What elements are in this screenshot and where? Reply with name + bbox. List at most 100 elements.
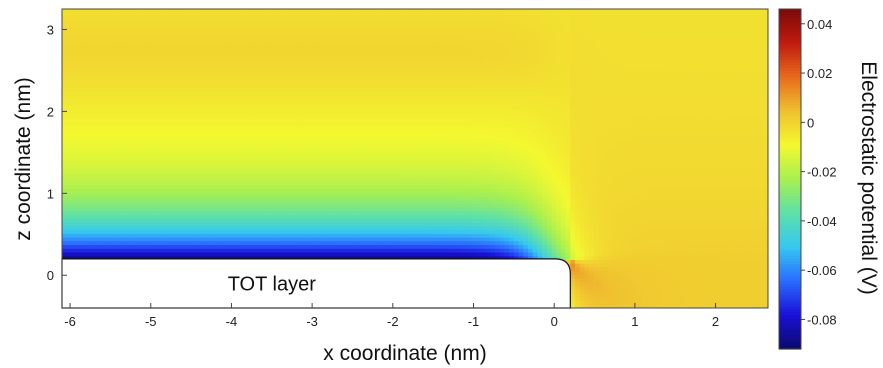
heatmap-cell <box>716 293 722 298</box>
heatmap-cell <box>198 233 204 238</box>
heatmap-cell <box>254 184 261 189</box>
heatmap-cell <box>697 222 703 227</box>
heatmap-cell <box>659 207 666 212</box>
heatmap-cell <box>302 184 308 189</box>
heatmap-cell <box>532 229 538 234</box>
heatmap-cell <box>212 210 218 216</box>
heatmap-cell <box>127 255 134 261</box>
heatmap-cell <box>542 251 548 257</box>
heatmap-cell <box>650 266 656 272</box>
heatmap-cell <box>504 251 510 257</box>
heatmap-cell <box>372 236 378 242</box>
heatmap-cell <box>264 214 270 219</box>
heatmap-cell <box>692 266 698 272</box>
heatmap-cell <box>278 195 284 201</box>
heatmap-cell <box>94 248 101 253</box>
heatmap-cell <box>716 199 722 204</box>
heatmap-cell <box>207 207 214 212</box>
heatmap-cell <box>302 203 308 208</box>
heatmap-cell <box>739 289 746 294</box>
heatmap-cell <box>76 207 82 212</box>
heatmap-cell <box>607 293 614 298</box>
heatmap-cell <box>109 188 115 193</box>
heatmap-cell <box>245 207 251 212</box>
heatmap-cell <box>683 229 689 234</box>
heatmap-cell <box>593 218 600 223</box>
heatmap-cell <box>184 233 190 238</box>
heatmap-cell <box>382 218 388 223</box>
heatmap-cell <box>236 240 242 246</box>
heatmap-cell <box>165 236 171 242</box>
heatmap-cell <box>758 285 764 290</box>
heatmap-cell <box>753 210 760 216</box>
heatmap-cell <box>207 214 214 219</box>
heatmap-cell <box>466 236 473 242</box>
heatmap-cell <box>109 251 115 257</box>
heatmap-cell <box>259 251 265 257</box>
heatmap-cell <box>730 233 736 238</box>
heatmap-cell <box>626 304 633 308</box>
heatmap-cell <box>382 214 388 219</box>
heatmap-cell <box>518 218 524 223</box>
heatmap-cell <box>659 293 666 298</box>
heatmap-cell <box>339 244 345 249</box>
heatmap-cell <box>165 203 171 208</box>
heatmap-cell <box>617 255 623 261</box>
heatmap-cell <box>240 199 247 204</box>
heatmap-cell <box>735 233 741 238</box>
heatmap-cell <box>735 251 741 257</box>
heatmap-cell <box>316 218 322 223</box>
heatmap-cell <box>240 255 247 261</box>
heatmap-cell <box>692 214 698 219</box>
heatmap-cell <box>758 263 764 268</box>
heatmap-cell <box>85 225 91 231</box>
heatmap-cell <box>462 248 468 253</box>
heatmap-cell <box>655 233 661 238</box>
heatmap-cell <box>283 210 289 216</box>
heatmap-cell <box>174 199 181 204</box>
heatmap-cell <box>118 233 124 238</box>
heatmap-cell <box>720 251 727 257</box>
heatmap-cell <box>706 300 713 305</box>
heatmap-cell <box>433 210 440 216</box>
heatmap-cell <box>99 225 105 231</box>
heatmap-cell <box>443 203 449 208</box>
heatmap-cell <box>716 244 722 249</box>
heatmap-cell <box>659 229 666 234</box>
heatmap-cell <box>226 233 233 238</box>
heatmap-cell <box>607 285 614 290</box>
heatmap-cell <box>655 218 661 223</box>
heatmap-cell <box>603 218 609 223</box>
heatmap-cell <box>636 229 642 234</box>
heatmap-cell <box>753 296 760 302</box>
heatmap-cell <box>697 203 703 208</box>
heatmap-cell <box>725 274 731 279</box>
heatmap-cell <box>673 222 680 227</box>
heatmap-cell <box>466 233 473 238</box>
heatmap-cell <box>753 195 760 201</box>
heatmap-cell <box>607 192 614 197</box>
heatmap-cell <box>113 240 120 246</box>
heatmap-cell <box>518 222 524 227</box>
heatmap-cell <box>617 248 623 253</box>
heatmap-cell <box>480 251 487 257</box>
heatmap-cell <box>447 248 454 253</box>
heatmap-cell <box>687 222 694 227</box>
heatmap-cell <box>174 225 181 231</box>
heatmap-cell <box>320 233 327 238</box>
heatmap-cell <box>730 304 736 308</box>
heatmap-cell <box>99 203 105 208</box>
heatmap-cell <box>367 233 374 238</box>
heatmap-cell <box>631 244 637 249</box>
heatmap-cell <box>612 281 618 287</box>
heatmap-cell <box>160 184 167 189</box>
heatmap-cell <box>645 225 651 231</box>
heatmap-cell <box>217 207 223 212</box>
heatmap-cell <box>527 229 534 234</box>
heatmap-cell <box>749 236 755 242</box>
heatmap-cell <box>570 195 576 201</box>
heatmap-cell <box>720 203 727 208</box>
heatmap-cell <box>66 233 73 238</box>
heatmap-cell <box>593 229 600 234</box>
heatmap-cell <box>283 251 289 257</box>
